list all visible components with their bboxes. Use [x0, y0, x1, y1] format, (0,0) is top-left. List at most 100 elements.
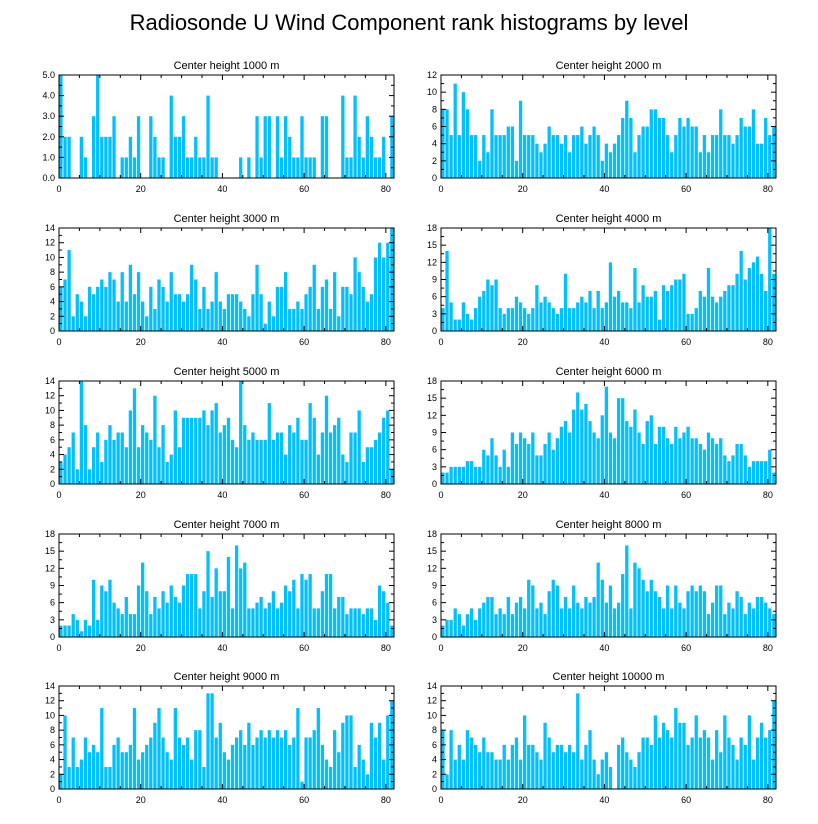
histogram-bar — [604, 752, 608, 789]
histogram-bar — [386, 410, 390, 484]
histogram-bar — [449, 135, 453, 178]
histogram-bar — [345, 157, 349, 178]
y-tick-label: 4 — [50, 755, 55, 765]
histogram-bar — [255, 264, 259, 331]
histogram-bar — [353, 766, 357, 789]
histogram-bar — [641, 126, 645, 178]
x-tick-label: 40 — [217, 643, 227, 653]
histogram-bar — [498, 466, 502, 484]
histogram-bar — [333, 730, 337, 789]
histogram-bar — [715, 135, 719, 178]
histogram-bar — [478, 466, 482, 484]
histogram-bar — [181, 744, 186, 789]
histogram-bar — [304, 439, 308, 484]
histogram-bar — [604, 386, 608, 484]
x-tick-label: 60 — [681, 184, 691, 194]
histogram-bar — [382, 417, 386, 484]
histogram-bar — [612, 608, 617, 637]
histogram-bar — [63, 715, 67, 789]
histogram-bar — [157, 157, 161, 178]
histogram-bar — [292, 157, 296, 178]
histogram-bar — [165, 602, 169, 637]
histogram-bar — [275, 116, 280, 178]
histogram-bar — [304, 294, 308, 331]
histogram-bar — [727, 737, 731, 789]
histogram-bar — [580, 126, 584, 178]
histogram-bar — [161, 157, 165, 178]
histogram-bar — [616, 398, 621, 484]
histogram-bar — [202, 591, 206, 637]
histogram-bar — [79, 136, 84, 178]
histogram-bar — [312, 157, 316, 178]
histogram-bar — [214, 157, 218, 178]
y-tick-label: 3 — [50, 615, 55, 625]
histogram-bar — [365, 447, 369, 484]
histogram-bar — [768, 228, 772, 331]
x-tick-label: 80 — [763, 184, 773, 194]
histogram-bar — [173, 294, 177, 331]
histogram-bar — [723, 290, 727, 331]
histogram-bar — [239, 157, 243, 178]
histogram-bar — [271, 316, 276, 331]
y-tick-label: 1.0 — [42, 152, 55, 162]
histogram-bar — [706, 737, 711, 789]
y-tick-label: 8 — [50, 725, 55, 735]
histogram-bar — [702, 135, 707, 178]
histogram-bar — [173, 708, 177, 789]
x-tick-label: 20 — [136, 337, 146, 347]
histogram-bar — [608, 432, 613, 484]
histogram-bar — [710, 135, 715, 178]
histogram-bar — [177, 447, 182, 484]
histogram-bar — [108, 136, 112, 178]
histogram-bar — [165, 461, 169, 484]
histogram-bar — [764, 602, 768, 637]
histogram-bar — [653, 715, 658, 789]
histogram-bar — [596, 774, 600, 789]
histogram-bar — [719, 109, 723, 178]
histogram-bar — [465, 109, 470, 178]
histogram-bar — [715, 302, 719, 331]
histogram-bar — [698, 737, 702, 789]
histogram-bar — [514, 443, 519, 484]
y-tick-label: 6 — [432, 740, 437, 750]
histogram-bar — [153, 596, 157, 637]
histogram-bar — [559, 426, 564, 484]
histogram-bar — [300, 308, 304, 331]
histogram-bar — [629, 608, 633, 637]
histogram-bar — [486, 279, 490, 331]
histogram-bar — [316, 608, 320, 637]
y-tick-label: 3 — [432, 309, 437, 319]
histogram-bar — [75, 294, 79, 331]
histogram-bar — [259, 596, 263, 637]
histogram-bar — [747, 126, 751, 178]
histogram-bar — [674, 426, 678, 484]
y-tick-label: 10 — [427, 87, 437, 97]
histogram-bar — [514, 737, 519, 789]
histogram-bar — [670, 152, 674, 178]
histogram-bar — [572, 409, 576, 484]
histogram-bar — [690, 313, 694, 331]
histogram-panel: Center height 8000 m 0 20 40 60 80 0 3 6 9 12 15 18 — [427, 519, 777, 653]
histogram-bar — [670, 285, 674, 331]
histogram-bar — [300, 574, 304, 637]
histogram-bar — [572, 752, 576, 789]
histogram-bar — [288, 425, 292, 484]
histogram-bar — [181, 116, 186, 178]
x-tick-label: 80 — [763, 490, 773, 500]
histogram-bar — [698, 290, 702, 331]
x-tick-label: 80 — [381, 490, 391, 500]
histogram-bar — [457, 466, 461, 484]
x-tick-label: 80 — [763, 337, 773, 347]
histogram-bar — [377, 585, 382, 637]
histogram-bar — [87, 752, 92, 789]
histogram-bar — [214, 737, 218, 789]
histogram-bar — [678, 438, 682, 484]
histogram-bar — [621, 574, 625, 637]
histogram-bar — [83, 316, 88, 331]
histogram-bar — [690, 737, 694, 789]
x-tick-label: 20 — [136, 643, 146, 653]
histogram-bar — [373, 737, 378, 789]
histogram-bar — [523, 608, 527, 637]
histogram-bar — [288, 308, 292, 331]
x-tick-label: 40 — [599, 795, 609, 805]
